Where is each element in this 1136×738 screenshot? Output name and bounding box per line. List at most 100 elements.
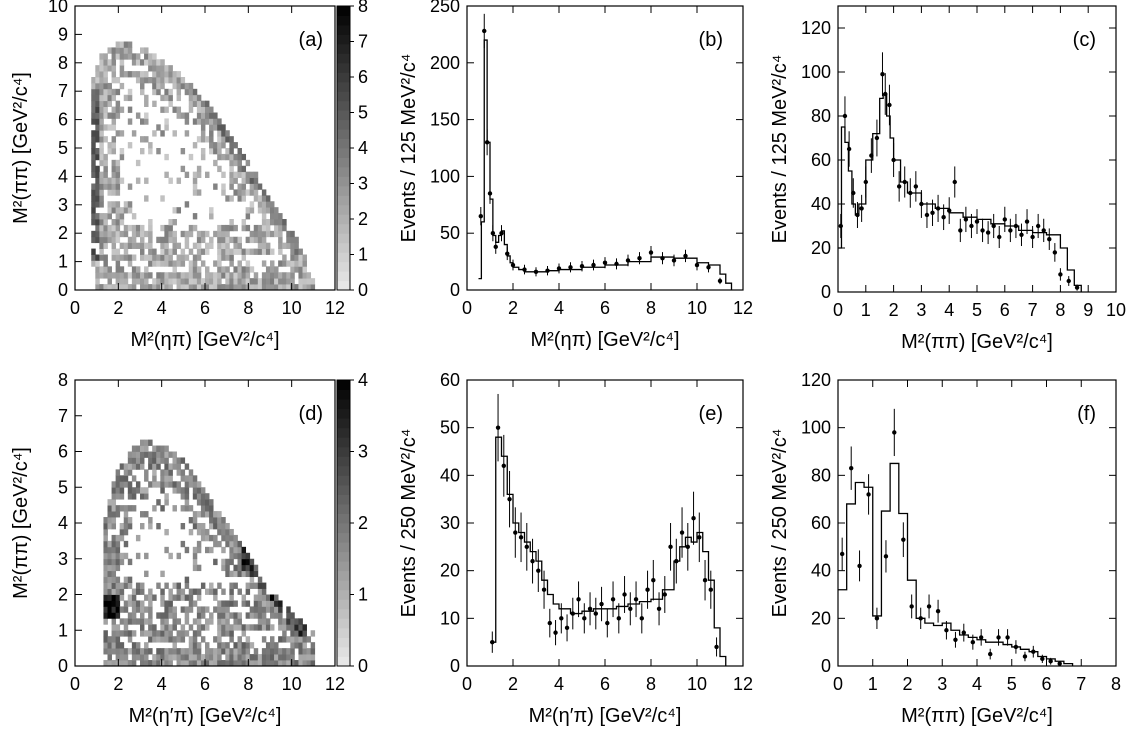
heatmap-cell bbox=[164, 451, 169, 458]
heatmap-cell bbox=[131, 451, 137, 458]
heatmap-cell bbox=[95, 183, 100, 190]
heatmap-cell bbox=[119, 242, 125, 249]
heatmap-cell bbox=[192, 487, 198, 494]
heatmap-cell bbox=[135, 112, 141, 119]
heatmap-cell bbox=[270, 248, 275, 255]
heatmap-cell bbox=[148, 230, 153, 238]
heatmap-cell bbox=[282, 219, 287, 226]
heatmap-cell bbox=[205, 624, 210, 631]
heatmap-cell bbox=[119, 219, 125, 226]
x-tick-label: 7 bbox=[1028, 300, 1038, 320]
heatmap-cell bbox=[229, 546, 234, 554]
heatmap-cell bbox=[99, 219, 104, 226]
colorbar-segment bbox=[337, 503, 350, 514]
heatmap-cell bbox=[111, 499, 117, 506]
heatmap-cell bbox=[225, 564, 230, 572]
heatmap-cell bbox=[119, 534, 125, 542]
heatmap-cell bbox=[176, 177, 182, 184]
heatmap-cell bbox=[140, 242, 145, 249]
heatmap-cell bbox=[140, 71, 145, 78]
heatmap-cell bbox=[261, 660, 267, 667]
heatmap-cell bbox=[160, 594, 165, 601]
heatmap-cell bbox=[115, 266, 121, 273]
heatmap-cell bbox=[253, 284, 259, 291]
heatmap-cell bbox=[192, 213, 198, 220]
y-axis-title: M²(ππ) [GeV²/c⁴] bbox=[10, 72, 32, 224]
heatmap-cell bbox=[233, 660, 238, 667]
heatmap-cell bbox=[127, 505, 133, 512]
heatmap-cell bbox=[282, 272, 287, 279]
heatmap-cell bbox=[184, 648, 190, 655]
heatmap-cell bbox=[241, 642, 247, 649]
heatmap-cell bbox=[107, 564, 112, 572]
heatmap-cell bbox=[156, 481, 161, 488]
heatmap-cell bbox=[172, 77, 177, 84]
heatmap-cell bbox=[123, 511, 129, 518]
heatmap-cell bbox=[209, 618, 214, 625]
heatmap-cell bbox=[229, 195, 234, 202]
colorbar-segment bbox=[337, 646, 350, 657]
heatmap-cell bbox=[294, 636, 299, 643]
heatmap-cell bbox=[245, 552, 251, 560]
heatmap-cell bbox=[111, 224, 117, 232]
heatmap-cell bbox=[107, 278, 112, 285]
heatmap-cell bbox=[160, 59, 165, 66]
heatmap-cell bbox=[257, 236, 263, 244]
heatmap-cell bbox=[249, 177, 255, 184]
heatmap-cell bbox=[205, 242, 210, 249]
heatmap-cell bbox=[156, 630, 161, 637]
heatmap-cell bbox=[233, 654, 238, 661]
heatmap-cell bbox=[217, 242, 222, 249]
heatmap-cell bbox=[257, 183, 263, 190]
heatmap-cell bbox=[135, 606, 141, 613]
heatmap-cell bbox=[261, 582, 267, 589]
x-tick-label: 8 bbox=[646, 674, 656, 694]
data-point bbox=[656, 606, 662, 611]
heatmap-cell bbox=[111, 47, 117, 54]
data-point bbox=[1030, 234, 1035, 240]
heatmap-cell bbox=[99, 254, 104, 261]
heatmap-cell bbox=[290, 266, 295, 273]
data-point bbox=[553, 630, 558, 635]
data-point bbox=[510, 262, 516, 268]
heatmap-cell bbox=[310, 648, 316, 655]
data-point bbox=[919, 201, 924, 207]
heatmap-cell bbox=[180, 660, 186, 667]
y-tick-label: 2 bbox=[58, 585, 68, 605]
heatmap-cell bbox=[127, 118, 133, 125]
heatmap-cell bbox=[229, 540, 234, 548]
heatmap-cell bbox=[225, 624, 230, 631]
heatmap-cell bbox=[135, 159, 141, 167]
heatmap-cell bbox=[140, 487, 145, 494]
heatmap-cell bbox=[131, 654, 137, 661]
heatmap-cell bbox=[91, 213, 96, 220]
heatmap-cell bbox=[290, 236, 295, 244]
heatmap-cell bbox=[290, 260, 295, 267]
heatmap-cell bbox=[119, 230, 125, 238]
heatmap-cell bbox=[200, 499, 206, 506]
heatmap-cell bbox=[176, 457, 182, 464]
x-tick-label: 1 bbox=[868, 674, 878, 694]
heatmap-cell bbox=[107, 570, 112, 578]
heatmap-cell bbox=[103, 266, 108, 273]
heatmap-cell bbox=[140, 230, 145, 238]
heatmap-cell bbox=[103, 77, 108, 84]
heatmap-cell bbox=[119, 65, 125, 72]
heatmap-cell bbox=[221, 660, 226, 667]
y-tick-label: 50 bbox=[440, 418, 460, 438]
heatmap-cell bbox=[278, 242, 283, 249]
heatmap-cell bbox=[221, 136, 226, 143]
heatmap-cell bbox=[298, 248, 303, 255]
heatmap-cell bbox=[123, 94, 129, 102]
heatmap-cell bbox=[196, 612, 202, 619]
x-tick-label: 6 bbox=[1041, 674, 1051, 694]
heatmap-cell bbox=[200, 230, 206, 238]
heatmap-cell bbox=[294, 254, 299, 261]
heatmap-cell bbox=[265, 284, 271, 291]
heatmap-cell bbox=[160, 445, 165, 452]
colorbar-segment bbox=[337, 271, 350, 282]
heatmap-cell bbox=[245, 159, 251, 167]
heatmap-cell bbox=[131, 642, 137, 649]
heatmap-cell bbox=[111, 59, 117, 66]
data-point bbox=[901, 537, 906, 542]
